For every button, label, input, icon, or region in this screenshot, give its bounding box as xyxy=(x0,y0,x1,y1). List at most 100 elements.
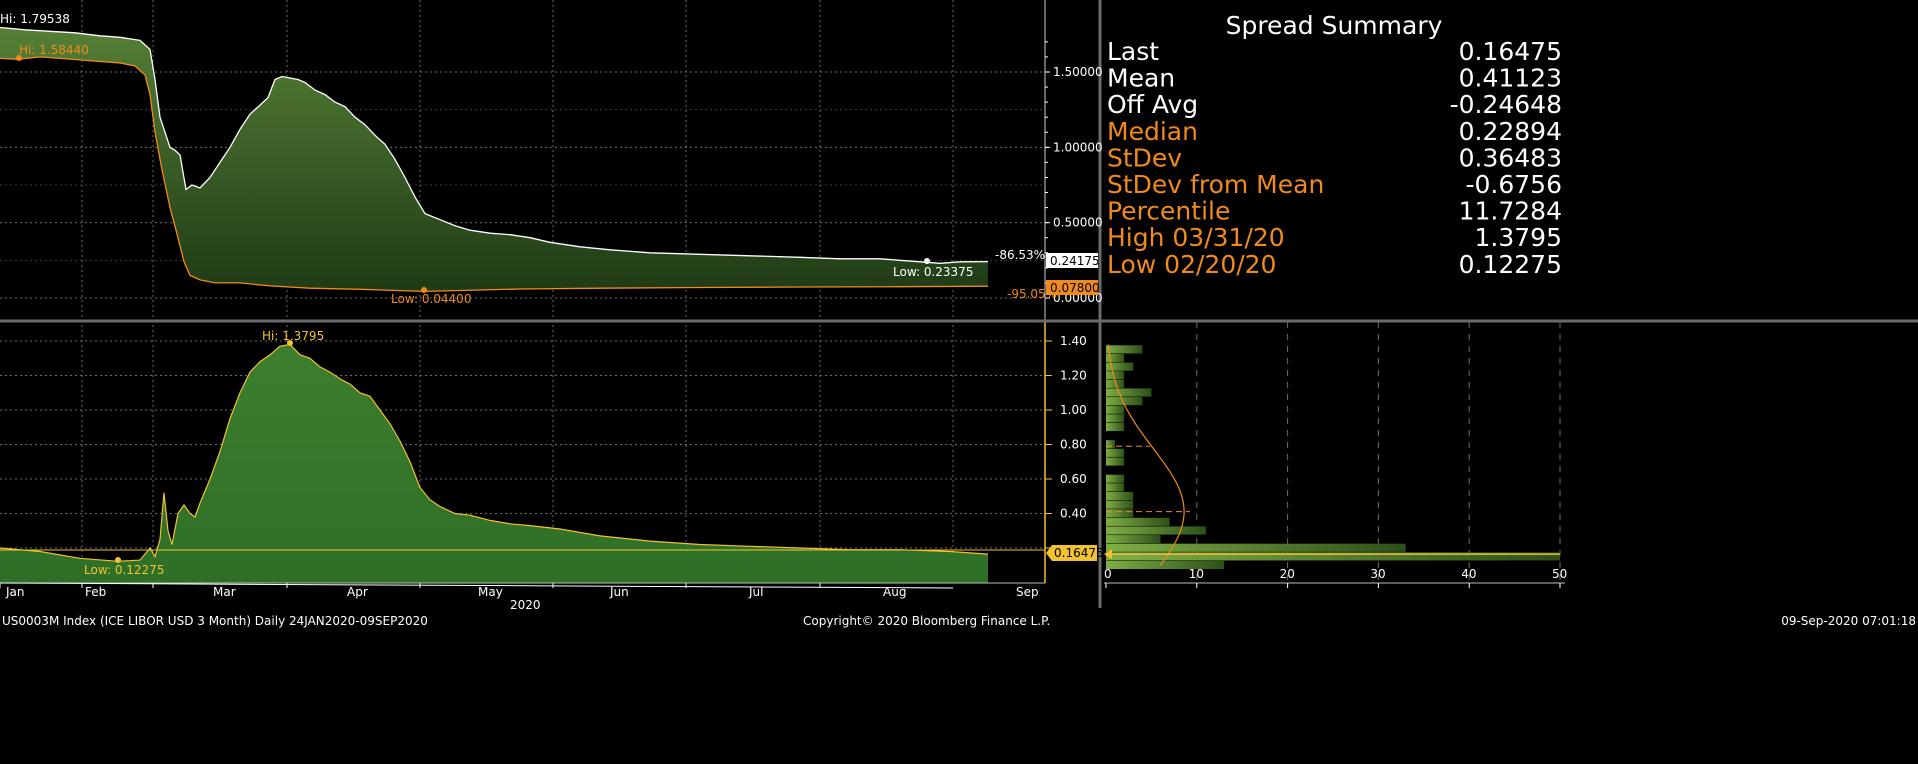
summary-row-label: Median xyxy=(1107,117,1198,146)
spread-y-tick-label: 1.00 xyxy=(1060,403,1087,417)
summary-row-label: Percentile xyxy=(1107,197,1230,226)
summary-row: StDev 0.36483 xyxy=(1107,143,1562,172)
spread-y-tick-label: 1.40 xyxy=(1060,334,1087,348)
histogram-bar xyxy=(1106,371,1125,380)
summary-row-value: 11.7284 xyxy=(1459,197,1562,226)
summary-row-value: 0.16475 xyxy=(1459,37,1562,66)
histogram-bar xyxy=(1106,535,1161,544)
spread-y-tick-label: 1.20 xyxy=(1060,369,1087,383)
histogram-bar xyxy=(1106,379,1125,388)
x-tick-label: Apr xyxy=(347,585,368,599)
summary-row: High 03/31/20 1.3795 xyxy=(1107,223,1562,252)
top-annotations: Hi: 1.79538 Hi: 1.58440 Low: 0.23375 Low… xyxy=(0,11,1100,306)
hist-x-tick-label: 0 xyxy=(1104,567,1112,581)
spread-y-axis: 1.40 1.20 1.00 0.80 0.60 0.40 xyxy=(1045,334,1087,549)
lower-last-value-badge: 0.07800 xyxy=(1050,281,1100,295)
histogram-bar xyxy=(1106,457,1125,466)
histogram-bar xyxy=(1106,397,1143,406)
footer-copyright: Copyright© 2020 Bloomberg Finance L.P. xyxy=(803,614,1050,628)
histogram-bar xyxy=(1106,388,1152,397)
histogram-bar xyxy=(1106,474,1125,483)
top-hi-upper-label: Hi: 1.79538 xyxy=(0,12,70,26)
top-low-lower-label: Low: 0.04400 xyxy=(391,292,471,306)
x-tick-label: Sep xyxy=(1016,585,1039,599)
histogram-bar xyxy=(1106,517,1170,526)
upper-change-label: -86.53% xyxy=(995,248,1045,262)
last-value-marker xyxy=(1104,549,1112,560)
histogram-bar xyxy=(1106,422,1125,432)
hist-x-tick-label: 30 xyxy=(1370,567,1385,581)
spread-y-tick-label: 0.80 xyxy=(1060,438,1087,452)
histogram-bar xyxy=(1106,552,1560,561)
spread-last-value-badge: 0.16475 xyxy=(1054,546,1104,560)
summary-row-label: StDev xyxy=(1107,143,1182,172)
footer-ticker: US0003M Index (ICE LIBOR USD 3 Month) Da… xyxy=(2,614,428,628)
summary-row-value: 0.36483 xyxy=(1459,143,1562,172)
summary-row: Off Avg -0.24648 xyxy=(1107,90,1562,119)
summary-row: Percentile 11.7284 xyxy=(1107,197,1562,226)
x-tick-label: Aug xyxy=(883,585,906,599)
x-tick-label: Feb xyxy=(85,585,106,599)
x-tick xyxy=(0,582,954,589)
normal-curve xyxy=(1107,344,1185,566)
histogram-bar xyxy=(1106,483,1125,492)
histogram-bar xyxy=(1106,500,1134,509)
hist-x-tick-label: 20 xyxy=(1280,567,1295,581)
histogram-bar xyxy=(1106,509,1134,518)
top-y-tick-label: 1.50000 xyxy=(1053,65,1103,79)
x-year-label: 2020 xyxy=(510,598,541,612)
summary-row-label: Low 02/20/20 xyxy=(1107,250,1276,279)
spread-y-tick-label: 0.60 xyxy=(1060,472,1087,486)
summary-row: Low 02/20/20 0.12275 xyxy=(1107,250,1562,279)
histogram-bar xyxy=(1106,345,1143,354)
footer-timestamp: 09-Sep-2020 07:01:18 xyxy=(1781,614,1916,628)
lower-series-line xyxy=(0,56,989,293)
top-hi-lower-label: Hi: 1.58440 xyxy=(19,43,89,57)
histogram-bar xyxy=(1106,440,1116,449)
histogram-bar xyxy=(1106,405,1125,414)
summary-row-value: -0.24648 xyxy=(1450,90,1562,119)
summary-row-value: -0.6756 xyxy=(1466,170,1563,199)
summary-row-value: 0.41123 xyxy=(1459,64,1562,93)
summary-row: StDev from Mean -0.6756 xyxy=(1107,170,1562,199)
spread-y-tick-label: 0.40 xyxy=(1060,507,1087,521)
top-y-tick-label: 0.50000 xyxy=(1053,216,1103,230)
histogram-bar xyxy=(1106,526,1206,535)
spread-hi-label: Hi: 1.3795 xyxy=(262,329,324,343)
histogram-bar xyxy=(1106,448,1125,457)
histogram-bar xyxy=(1106,491,1134,501)
summary-row-value: 0.22894 xyxy=(1459,117,1562,146)
summary-row: Mean 0.41123 xyxy=(1107,64,1562,93)
spread-area xyxy=(0,344,988,583)
summary-row-label: Off Avg xyxy=(1107,90,1198,119)
distribution-histogram xyxy=(1104,344,1560,570)
summary-row: Median 0.22894 xyxy=(1107,117,1562,146)
axes xyxy=(0,0,1918,608)
x-tick-label: May xyxy=(478,585,503,599)
grid-lines xyxy=(0,0,1561,583)
summary-row-label: Mean xyxy=(1107,64,1175,93)
x-tick-label: Jan xyxy=(5,585,25,599)
summary-row-label: Last xyxy=(1107,37,1159,66)
top-spread-area xyxy=(0,27,988,292)
summary-row-value: 1.3795 xyxy=(1475,223,1562,252)
lower-change-label: -95.05% xyxy=(1007,287,1057,301)
histogram-bar xyxy=(1106,414,1125,423)
histogram-bar xyxy=(1106,353,1125,363)
upper-last-value-badge: 0.24175 xyxy=(1050,254,1100,268)
spread-line xyxy=(0,343,989,562)
hist-x-tick-label: 50 xyxy=(1552,567,1567,581)
histogram-bar xyxy=(1106,560,1225,570)
spread-panel xyxy=(0,343,989,583)
footer: US0003M Index (ICE LIBOR USD 3 Month) Da… xyxy=(2,614,1916,628)
summary-row-value: 0.12275 xyxy=(1459,250,1562,279)
histogram-bar xyxy=(1106,362,1134,371)
summary-row-label: StDev from Mean xyxy=(1107,170,1324,199)
histogram-x-axis: 0 10 20 30 40 50 xyxy=(1104,567,1567,588)
top-panel xyxy=(0,26,989,293)
x-tick-label: Jun xyxy=(609,585,629,599)
summary-row: Last 0.16475 xyxy=(1107,37,1562,66)
